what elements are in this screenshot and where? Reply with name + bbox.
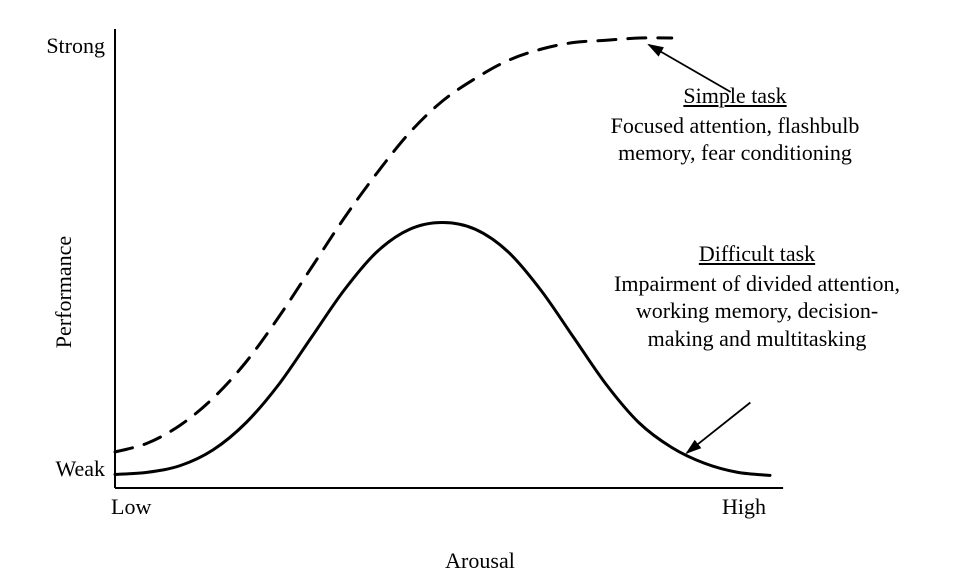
x-tick-low: Low xyxy=(111,494,151,520)
chart-stage: Performance Arousal Weak Strong Low High… xyxy=(0,0,960,584)
x-tick-high: High xyxy=(722,494,766,520)
annotation-difficult-task: Difficult task Impairment of divided att… xyxy=(612,240,902,352)
annotation-simple-task: Simple task Focused attention, flashbulb… xyxy=(570,82,900,167)
annotation-simple-title: Simple task xyxy=(683,82,786,110)
annotation-simple-body: Focused attention, flashbulb memory, fea… xyxy=(611,113,860,166)
annotation-difficult-title: Difficult task xyxy=(699,240,815,268)
arrow-difficult xyxy=(687,403,751,453)
annotation-difficult-body: Impairment of divided attention, working… xyxy=(614,271,900,351)
y-axis-label: Performance xyxy=(51,236,77,348)
y-tick-weak: Weak xyxy=(55,456,105,482)
x-axis-label: Arousal xyxy=(445,548,515,574)
y-tick-strong: Strong xyxy=(46,33,105,59)
